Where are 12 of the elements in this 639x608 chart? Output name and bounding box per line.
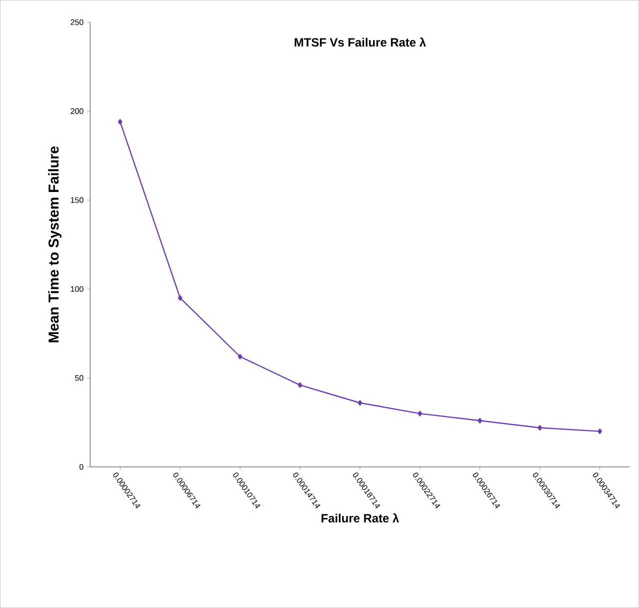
point: [358, 400, 362, 406]
x-axis-title: Failure Rate λ: [322, 513, 399, 522]
text: MTSF Vs Failure Rate λ: [294, 38, 426, 47]
point: [598, 428, 602, 434]
point: [298, 382, 302, 388]
point: [538, 424, 542, 431]
point: [238, 354, 242, 360]
point: [418, 410, 422, 416]
point: [178, 295, 182, 301]
point: [478, 418, 482, 424]
point: [118, 119, 122, 125]
y-axis-title: Mean Time to System Failure: [48, 146, 62, 342]
